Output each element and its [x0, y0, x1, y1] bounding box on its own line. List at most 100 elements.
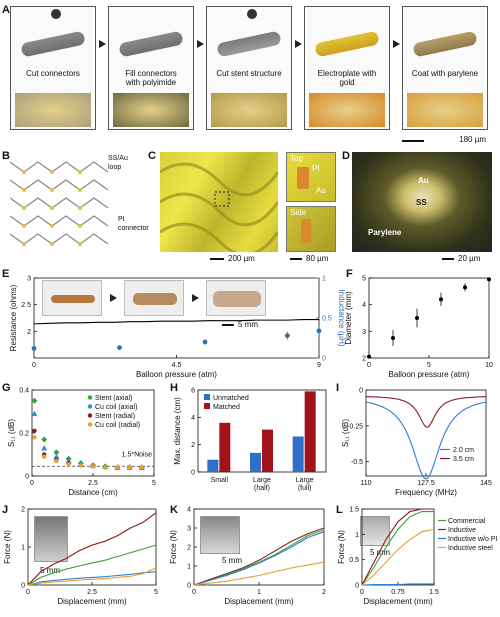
step-label: Cut connectors: [26, 69, 80, 78]
force-curve: [193, 527, 325, 586]
y-tick-label: -0.5: [351, 459, 363, 466]
bar: [250, 452, 261, 472]
y-axis-label: S₁₁ (dB): [7, 419, 16, 447]
au-label-d: Au: [418, 176, 429, 185]
legend-label: Inductive: [448, 527, 476, 534]
legend-label: 3.5 cm: [453, 456, 474, 463]
x-tick-label: 10: [485, 362, 493, 369]
ss-label-d: SS: [416, 198, 427, 207]
zoom-top-label: Top: [290, 154, 303, 163]
step-label: Cut stent structure: [216, 69, 282, 78]
force-curve: [193, 531, 325, 586]
legend-marker: [87, 395, 93, 400]
panel-label-f: F: [346, 268, 353, 280]
legend-marker: [87, 422, 93, 427]
data-point: [90, 464, 96, 469]
step-box: Coat with parylene: [402, 6, 488, 130]
data-point: [66, 461, 71, 467]
pi-connector-dot: [78, 188, 82, 192]
force-curve: [27, 571, 157, 586]
y-tick-label: 0: [191, 470, 195, 477]
data-point: [32, 435, 37, 440]
legend-label: Cu coil (axial): [95, 404, 137, 411]
zoom-side-photo: [286, 206, 336, 252]
bar: [219, 422, 231, 472]
plot-frame: [361, 508, 435, 586]
panel-label-d: D: [342, 150, 350, 162]
legend-swatch: [204, 403, 210, 409]
stent-illustration: [216, 30, 282, 58]
diameter-point: [463, 285, 467, 290]
micrograph-photo: [407, 93, 483, 127]
x-tick-label: 0: [32, 362, 36, 369]
y-tick-label: 2.5: [21, 302, 31, 309]
x-tick-label: 2.5: [88, 480, 98, 487]
y-tick-label: 2: [27, 329, 31, 336]
panel-label-i: I: [336, 382, 340, 394]
y-tick-label: 2: [362, 356, 366, 363]
panel-label-e: E: [2, 268, 10, 280]
diameter-point: [415, 316, 419, 320]
step-box: Cut stent structure: [206, 6, 292, 130]
legend-marker: [87, 413, 93, 418]
y-axis-label: Force (N): [3, 530, 12, 564]
plot-frame: [33, 277, 320, 359]
data-point: [54, 458, 59, 464]
arrow-icon: [192, 294, 199, 302]
inductance-point: [284, 333, 290, 338]
data-point: [31, 410, 38, 417]
data-point: [78, 463, 84, 468]
connector-label: PI connector: [118, 216, 149, 232]
diameter-point: [487, 277, 491, 282]
pi-connector-dot: [22, 242, 26, 246]
pi-connector-dot: [78, 242, 82, 246]
x-axis-label: Displacement (mm): [224, 597, 294, 606]
x-tick-label: 1: [257, 589, 261, 596]
scale-bar-c2: [290, 258, 302, 260]
force-curve: [361, 508, 434, 586]
data-point: [41, 445, 48, 451]
x-tick-label: 5: [154, 589, 158, 596]
resistance-line: [33, 319, 319, 325]
micrograph-photo: [113, 93, 189, 127]
stent-strut: [10, 215, 109, 227]
data-point: [41, 436, 48, 443]
chart-g: 0 2.5 5 0 0.2 0.4 Distance (cm) S₁₁ (dB) 1.5*Noi…: [7, 388, 156, 498]
balloon-photo-1: [42, 280, 102, 316]
arrow-icon: [393, 40, 400, 48]
data-point: [32, 428, 37, 434]
balloon-photo-3: [206, 280, 266, 316]
scale-label-d: 20 µm: [458, 254, 481, 263]
legend-label: 2.0 cm: [453, 447, 474, 454]
panel-label-k: K: [170, 504, 178, 516]
category-label: Large: [296, 477, 314, 484]
x-axis-label: Distance (cm): [68, 488, 118, 497]
chart-e: 0 4.5 9 2 2.5 3 Balloon pressure (atm) Resistan…: [9, 276, 345, 380]
force-curve: [27, 567, 157, 586]
force-curve: [193, 561, 325, 586]
pi-connector-dot: [50, 170, 54, 174]
pi-connector-dot: [22, 224, 26, 228]
y-tick-label: -0.25: [347, 423, 363, 430]
y-tick-label: 0: [187, 583, 191, 590]
loop-label: SS/Au loop: [108, 155, 128, 171]
y-axis-label: Resistance (ohms): [9, 284, 18, 351]
arrow-icon: [99, 40, 106, 48]
bar: [262, 429, 273, 472]
y2-tick-label: 0.5: [322, 316, 332, 323]
x-tick-label: 2: [322, 589, 326, 596]
zoom-top-photo: [286, 152, 336, 202]
force-curve: [361, 583, 434, 586]
scale-bar-a: [402, 140, 424, 142]
chart-k: 0 1 2 0 1 2 3 4 Displacement (mm) Force (N): [169, 507, 326, 607]
arrow-icon: [197, 40, 204, 48]
chart-i: 110 127.5 145 0 -0.25 -0.5 Frequency (MHz) S₁₁ …: [341, 388, 492, 498]
x-tick-label: 0.75: [391, 589, 405, 596]
force-curve: [27, 544, 157, 586]
pi-connector-dot: [50, 224, 54, 228]
inductance-point: [31, 346, 37, 351]
stent-photo-c: [160, 152, 278, 252]
y-tick-label: 2: [21, 507, 25, 514]
pi-connector-dot: [50, 242, 54, 246]
